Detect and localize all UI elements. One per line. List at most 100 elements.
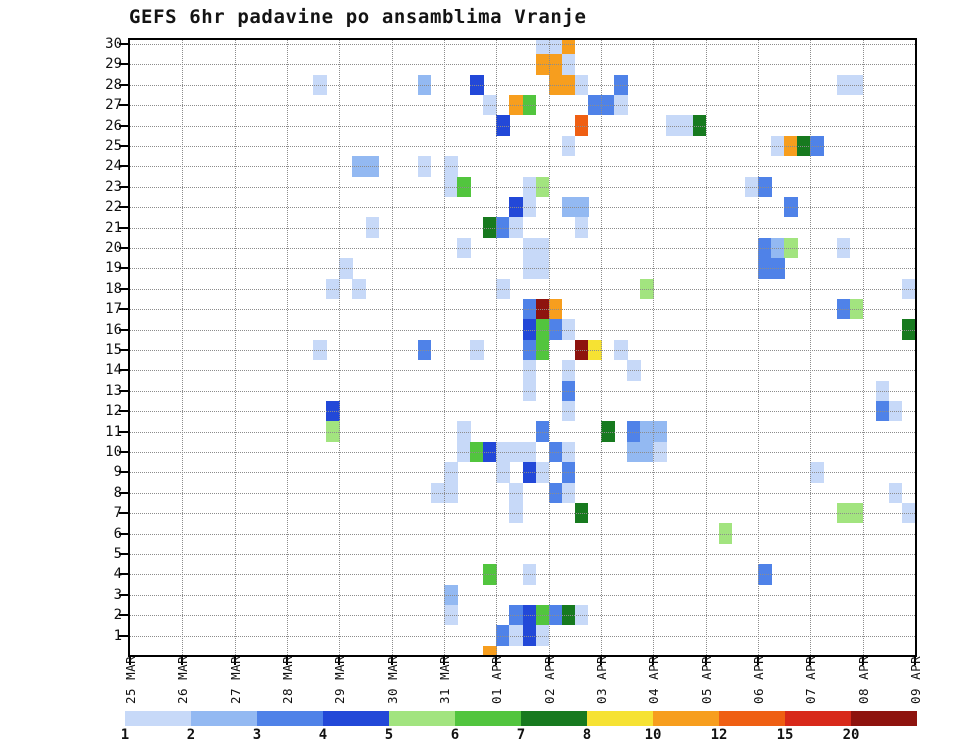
grid-line-vertical (548, 40, 550, 655)
grid-line-vertical (601, 40, 602, 655)
heatmap-cell (535, 625, 550, 646)
heatmap-cell (457, 237, 471, 259)
grid-line-horizontal (130, 513, 915, 515)
x-tick (181, 657, 184, 665)
heatmap-cell (444, 176, 458, 197)
heatmap-cell (522, 462, 537, 483)
x-tick (443, 657, 445, 665)
heatmap-cell (365, 217, 380, 238)
y-tick-label: 26 (105, 117, 122, 134)
heatmap-cell (627, 421, 641, 442)
heatmap-cell (692, 115, 707, 136)
heatmap-cell (535, 339, 550, 361)
colorbar-segment (719, 711, 785, 726)
grid-line-horizontal (130, 635, 915, 637)
grid-line-horizontal (130, 84, 915, 86)
heatmap-cell (548, 319, 563, 340)
colorbar-segment (521, 711, 587, 726)
grid-line-horizontal (130, 309, 915, 311)
y-tick-label: 24 (105, 158, 122, 175)
heatmap-cell (758, 258, 785, 279)
y-tick (119, 491, 128, 494)
x-tick (286, 657, 288, 665)
colorbar-tick-label: 7 (516, 727, 526, 743)
y-tick (119, 43, 128, 45)
heatmap-cell (522, 258, 550, 279)
grid-line-horizontal (130, 268, 915, 270)
heatmap-cell (444, 156, 458, 177)
grid-line-vertical (234, 40, 236, 655)
heatmap-cell (313, 339, 327, 361)
heatmap-cell (496, 441, 537, 463)
y-tick-label: 28 (105, 76, 122, 93)
x-tick-label: 30 MAR (384, 655, 400, 704)
heatmap-cell (457, 421, 471, 442)
heatmap-cell (614, 74, 628, 95)
y-tick-label: 22 (105, 199, 122, 216)
grid-line-horizontal (130, 594, 915, 596)
grid-line-vertical (705, 40, 707, 655)
heatmap-cell (601, 421, 615, 442)
x-tick (914, 657, 916, 665)
heatmap-cell (810, 462, 824, 483)
y-tick-label: 1 (113, 627, 122, 644)
heatmap-cell (666, 115, 694, 136)
heatmap-cell (326, 421, 340, 442)
y-tick (119, 634, 128, 637)
y-tick (119, 267, 128, 270)
grid-line-vertical (653, 40, 655, 655)
heatmap-cell (771, 237, 785, 259)
x-tick (757, 657, 759, 665)
heatmap-cell (470, 441, 484, 463)
heatmap-cell (627, 441, 654, 463)
y-tick-label: 11 (105, 423, 122, 440)
colorbar-tick-label: 1 (120, 727, 130, 743)
grid-line-horizontal (130, 248, 915, 249)
grid-line-horizontal (130, 288, 915, 290)
heatmap-cell (810, 135, 824, 157)
grid-line-vertical (287, 40, 288, 655)
grid-line-horizontal (130, 390, 915, 392)
x-tick (233, 657, 236, 665)
y-tick-label: 5 (113, 546, 122, 562)
heatmap-cell (758, 564, 772, 585)
heatmap-cell (548, 74, 576, 95)
heatmap-cell (888, 482, 903, 503)
heatmap-cell (561, 441, 576, 463)
y-tick-label: 3 (113, 586, 122, 603)
heatmap-cell (417, 74, 432, 95)
heatmap-cell (836, 74, 864, 95)
y-tick (119, 471, 128, 474)
y-tick (119, 308, 128, 311)
x-tick (390, 657, 393, 665)
heatmap-cell (758, 176, 772, 197)
y-tick (119, 185, 128, 188)
grid-line-horizontal (130, 452, 915, 453)
grid-line-horizontal (130, 411, 915, 413)
colorbar-tick-label: 15 (776, 727, 794, 743)
y-tick (119, 165, 128, 168)
y-tick (119, 104, 128, 107)
heatmap-cell (653, 441, 667, 463)
heatmap-cell (744, 176, 759, 197)
grid-line-vertical (810, 40, 812, 655)
heatmap-cell (444, 584, 458, 605)
y-tick (119, 247, 128, 249)
heatmap-cell (574, 339, 589, 361)
heatmap-cell (784, 237, 798, 259)
heatmap-cell (535, 319, 550, 340)
y-tick (119, 512, 128, 515)
heatmap-cell (496, 462, 510, 483)
y-tick-label: 18 (105, 280, 122, 297)
x-tick-label: 07 APR (803, 655, 819, 704)
grid-line-vertical (444, 40, 445, 655)
y-tick-label: 29 (105, 56, 122, 73)
grid-line-horizontal (130, 431, 915, 433)
y-tick-label: 21 (105, 219, 122, 236)
colorbar-segment (653, 711, 719, 726)
x-tick (704, 657, 707, 665)
heatmap-cell (535, 176, 550, 197)
y-tick-label: 4 (113, 566, 122, 583)
y-tick-label: 19 (105, 260, 122, 277)
y-tick-label: 12 (105, 403, 122, 420)
